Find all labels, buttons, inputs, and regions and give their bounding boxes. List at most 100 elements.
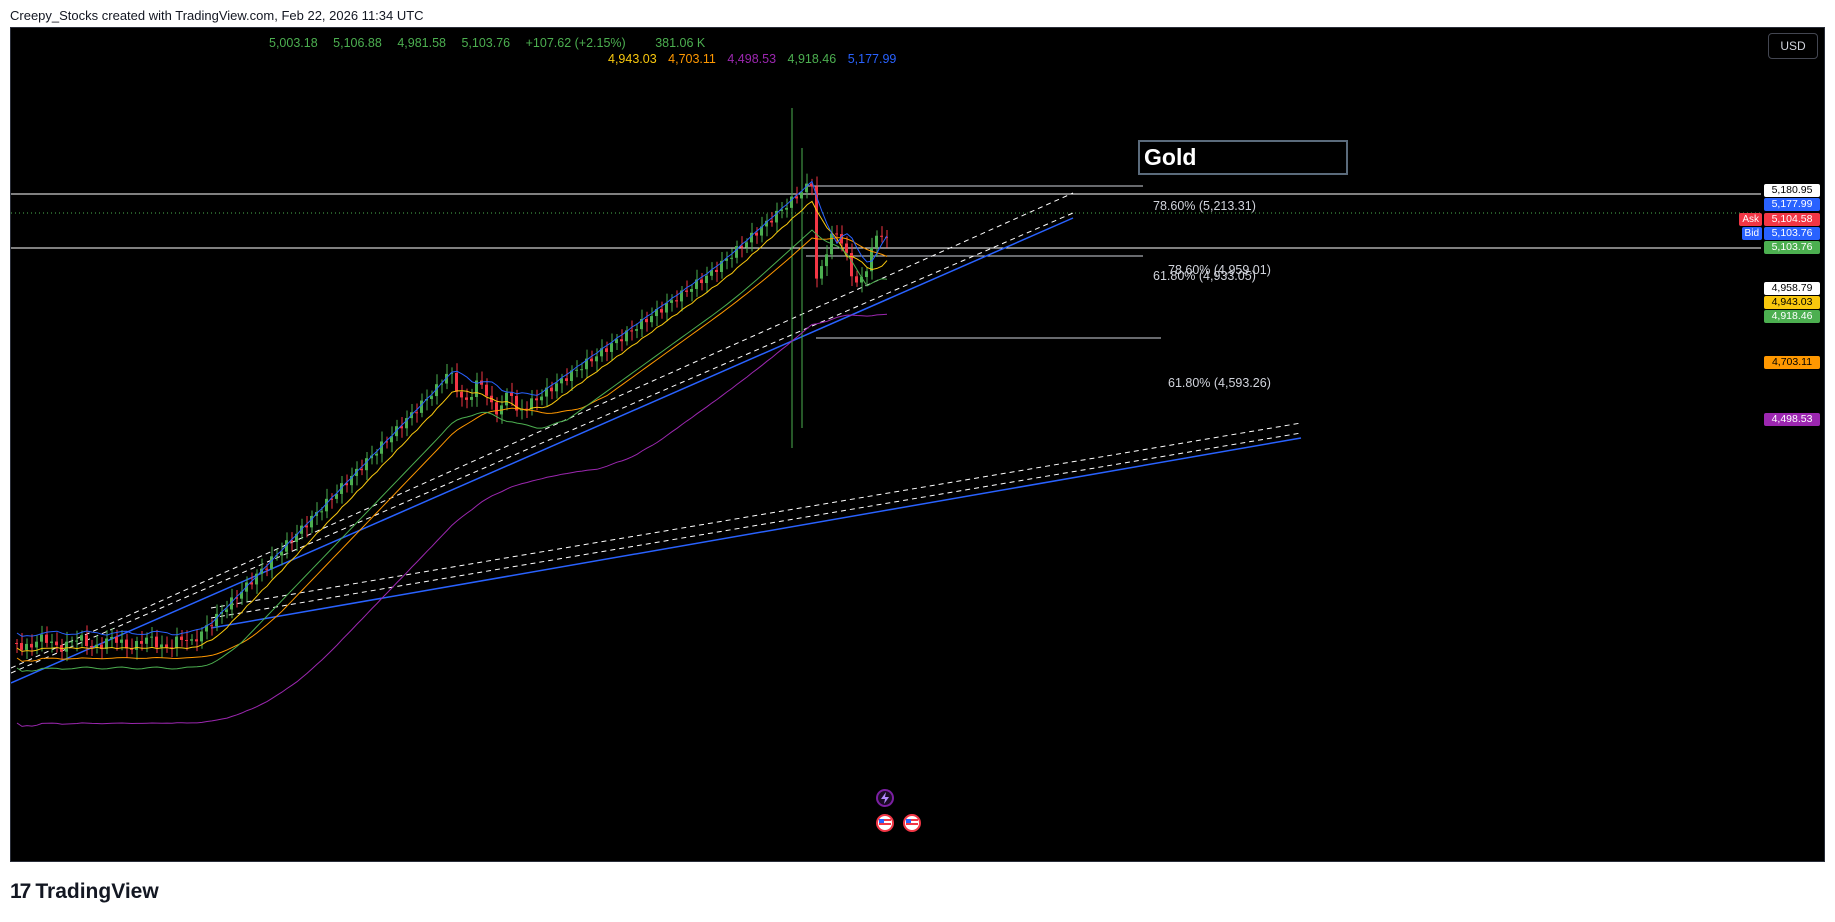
candle-body xyxy=(535,398,538,401)
candle-body xyxy=(155,636,158,648)
moving-average-line xyxy=(16,237,888,662)
candle-body xyxy=(680,290,683,302)
candle-body xyxy=(755,232,758,236)
candle-body xyxy=(740,246,743,248)
candle-body xyxy=(270,556,273,569)
indicator-values: 4,943.03 4,703.11 4,498.53 4,918.46 5,17… xyxy=(608,52,908,66)
candle-body xyxy=(850,253,853,277)
candle-body xyxy=(240,591,243,599)
ask-label: Ask xyxy=(1739,213,1762,226)
candle-body xyxy=(325,498,328,512)
lightning-event-icon[interactable] xyxy=(876,789,894,807)
candle-body xyxy=(190,639,193,641)
candle-body xyxy=(650,316,653,323)
candle-body xyxy=(180,636,183,640)
fib-label[interactable]: 78.60% (4,959.01) xyxy=(1168,263,1271,277)
price-axis-label: 5,180.95 xyxy=(1764,184,1820,197)
candle-body xyxy=(555,383,558,392)
candle-body xyxy=(660,309,663,313)
chart-area[interactable]: 5,003.18 5,106.88 4,981.58 5,103.76 +107… xyxy=(10,27,1825,862)
candle-body xyxy=(55,641,58,646)
ohlc-legend: 5,003.18 5,106.88 4,981.58 5,103.76 +107… xyxy=(269,36,717,50)
candle-body xyxy=(785,207,788,210)
candle-body xyxy=(695,279,698,289)
candle-body xyxy=(185,639,188,641)
ohlc-change: +107.62 (+2.15%) xyxy=(525,36,626,50)
trend-line-dashed xyxy=(11,212,1074,674)
candle-body xyxy=(150,636,153,638)
candle-body xyxy=(810,183,813,187)
price-chart-canvas[interactable] xyxy=(11,28,1824,861)
candle-body xyxy=(160,644,163,648)
candle-body xyxy=(110,636,113,639)
candle-body xyxy=(715,269,718,272)
moving-average-line xyxy=(16,200,888,652)
candle-body xyxy=(495,402,498,415)
candle-body xyxy=(845,243,848,254)
candle-body xyxy=(615,339,618,344)
candle-body xyxy=(345,483,348,486)
candle-body xyxy=(510,392,513,397)
candle-body xyxy=(320,511,323,513)
candle-body xyxy=(295,533,298,542)
bid-price-label: 5,103.76 xyxy=(1764,227,1820,240)
candle-body xyxy=(200,631,203,642)
fib-label[interactable]: 61.80% (4,933.05) xyxy=(1153,269,1256,283)
candle-body xyxy=(340,483,343,494)
us-flag-event-icon[interactable] xyxy=(903,814,921,832)
candle-body xyxy=(635,329,638,331)
candle-body xyxy=(215,613,218,627)
candle-body xyxy=(675,300,678,302)
fib-label[interactable]: 78.60% (5,213.31) xyxy=(1153,199,1256,213)
candle-body xyxy=(765,220,768,227)
ohlc-close: 5,103.76 xyxy=(461,36,511,50)
candle-body xyxy=(75,640,78,642)
candle-body xyxy=(640,319,643,330)
candle-body xyxy=(175,636,178,649)
candle-body xyxy=(475,380,478,397)
candle-body xyxy=(690,288,693,292)
candle-body xyxy=(90,645,93,648)
candle-body xyxy=(45,634,48,643)
tradingview-logo[interactable]: 17 TradingView xyxy=(10,880,159,904)
fib-label[interactable]: 61.80% (4,593.26) xyxy=(1168,376,1271,390)
candle-body xyxy=(820,266,823,279)
candle-body xyxy=(255,573,258,585)
candle-body xyxy=(350,475,353,486)
candle-body xyxy=(775,210,778,223)
symbol-text-label[interactable]: Gold xyxy=(1138,140,1348,175)
ohlc-volume: 381.06 K xyxy=(655,36,706,50)
candle-body xyxy=(280,551,283,556)
candle-body xyxy=(120,639,123,643)
candle-body xyxy=(835,233,838,235)
candle-body xyxy=(130,648,133,650)
trend-line-dashed xyxy=(210,422,1302,609)
price-axis-label: 4,943.03 xyxy=(1764,296,1820,309)
candle-body xyxy=(205,625,208,632)
candle-body xyxy=(545,387,548,397)
candle-body xyxy=(445,373,448,384)
indicator-value: 4,498.53 xyxy=(727,52,777,66)
candle-body xyxy=(230,597,233,610)
candle-body xyxy=(360,468,363,471)
currency-button[interactable]: USD xyxy=(1768,33,1818,59)
candle-body xyxy=(795,196,798,199)
candle-body xyxy=(710,269,713,276)
price-axis-label: 4,918.46 xyxy=(1764,310,1820,323)
candle-body xyxy=(145,637,148,644)
candle-body xyxy=(70,641,73,643)
brand-name: TradingView xyxy=(35,880,159,903)
candle-body xyxy=(565,378,568,381)
candle-body xyxy=(655,309,658,317)
candle-body xyxy=(605,348,608,352)
candle-body xyxy=(780,209,783,211)
candle-body xyxy=(50,641,53,643)
price-axis-label: 5,177.99 xyxy=(1764,198,1820,211)
candle-body xyxy=(210,625,213,627)
ohlc-high: 5,106.88 xyxy=(333,36,382,50)
candle-body xyxy=(790,196,793,208)
candle-body xyxy=(525,408,528,410)
us-flag-event-icon[interactable] xyxy=(876,814,894,832)
candle-body xyxy=(590,358,593,362)
candle-body xyxy=(335,493,338,499)
